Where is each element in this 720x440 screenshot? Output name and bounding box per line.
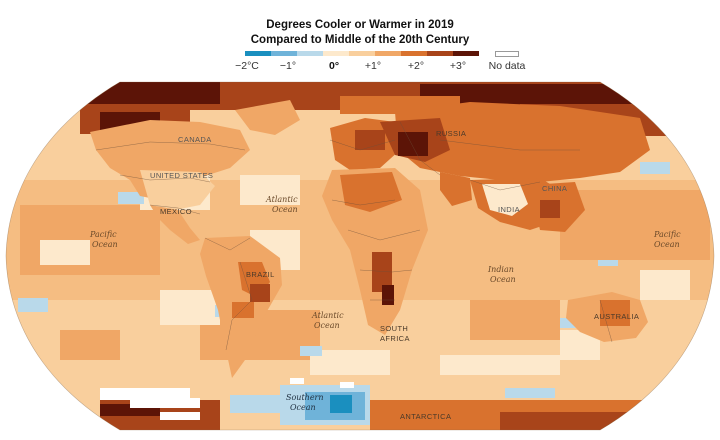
legend-nodata-label: No data xyxy=(488,60,526,72)
ocean-label-south-atlantic-1: Atlantic xyxy=(311,311,344,320)
legend-tick-plus2: +2° xyxy=(407,60,425,72)
ocean-label-south-atlantic-2: Ocean xyxy=(314,321,340,330)
legend-tick-plus1: +1° xyxy=(364,60,382,72)
legend-tick-plus3: +3° xyxy=(449,60,467,72)
title-line-2: Compared to Middle of the 20th Century xyxy=(250,34,470,46)
ocean-label-west-pacific-2: Ocean xyxy=(654,240,680,249)
country-label-india: INDIA xyxy=(498,205,520,214)
country-label-brazil: BRAZIL xyxy=(246,270,275,279)
country-borders xyxy=(95,121,613,351)
ocean-label-east-pacific-2: Ocean xyxy=(92,240,118,249)
legend-swatch xyxy=(453,51,479,56)
ocean-label-east-pacific-1: Pacific xyxy=(89,230,117,239)
legend-swatch xyxy=(401,51,427,56)
title-line-1: Degrees Cooler or Warmer in 2019 xyxy=(266,19,454,31)
legend-swatch xyxy=(245,51,271,56)
country-label-south: SOUTH xyxy=(380,324,408,333)
nodata-swatch xyxy=(495,51,519,57)
country-label-canada: CANADA xyxy=(178,135,212,144)
legend-swatch xyxy=(297,51,323,56)
ocean-label-indian-2: Ocean xyxy=(490,275,516,284)
map-outline xyxy=(5,81,715,431)
country-label-china: CHINA xyxy=(542,184,567,193)
country-label-australia: AUSTRALIA xyxy=(594,312,639,321)
country-label-mexico: MEXICO xyxy=(160,207,192,216)
ocean-label-west-pacific-1: Pacific xyxy=(653,230,681,239)
ocean-label-indian-1: Indian xyxy=(487,265,514,274)
legend-tick-minus2: −2°C xyxy=(235,60,259,72)
legend-swatch xyxy=(427,51,453,56)
map-title: Degrees Cooler or Warmer in 2019 Compare… xyxy=(0,18,720,48)
legend-swatch xyxy=(349,51,375,56)
ocean-label-southern-1: Southern xyxy=(286,393,324,402)
color-legend: −2°C −1° 0° +1° +2° +3° No data xyxy=(235,51,526,81)
country-label-antarctica: ANTARCTICA xyxy=(400,412,451,421)
ocean-label-southern-2: Ocean xyxy=(290,403,316,412)
country-label-africa: AFRICA xyxy=(380,334,410,343)
ocean-label-north-atlantic-2: Ocean xyxy=(272,205,298,214)
country-label-united-states: UNITED STATES xyxy=(150,171,213,180)
ocean-label-north-atlantic-1: Atlantic xyxy=(265,195,298,204)
legend-tick-minus1: −1° xyxy=(279,60,297,72)
country-label-russia: RUSSIA xyxy=(436,129,466,138)
legend-swatch xyxy=(375,51,401,56)
temperature-anomaly-field xyxy=(6,82,714,430)
legend-tick-zero: 0° xyxy=(328,60,340,72)
legend-swatch xyxy=(323,51,349,56)
legend-swatch xyxy=(271,51,297,56)
